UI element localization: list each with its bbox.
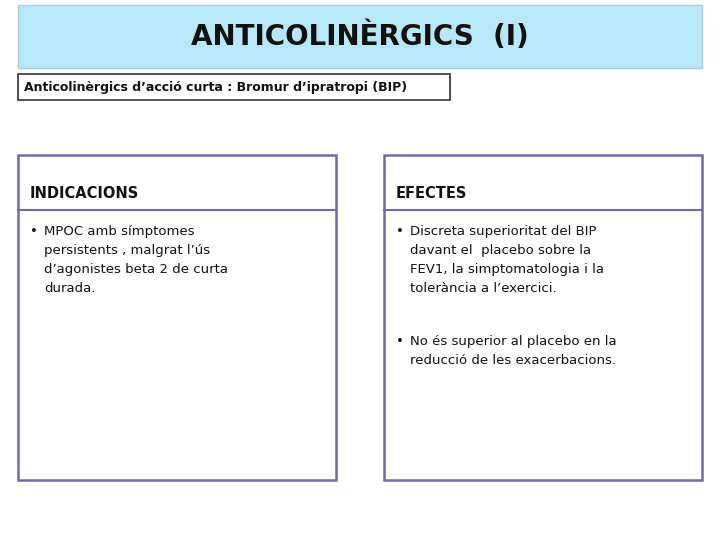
FancyBboxPatch shape <box>18 155 336 480</box>
Text: ANTICOLINÈRGICS  (I): ANTICOLINÈRGICS (I) <box>191 21 529 51</box>
Text: •: • <box>396 225 404 238</box>
Text: •: • <box>30 225 38 238</box>
Text: Discreta superioritat del BIP
davant el  placebo sobre la
FEV1, la simptomatolog: Discreta superioritat del BIP davant el … <box>410 225 604 295</box>
Text: Anticolinèrgics d’acció curta : Bromur d’ipratropi (BIP): Anticolinèrgics d’acció curta : Bromur d… <box>24 80 407 93</box>
FancyBboxPatch shape <box>384 155 702 480</box>
FancyBboxPatch shape <box>18 74 450 100</box>
Text: No és superior al placebo en la
reducció de les exacerbacions.: No és superior al placebo en la reducció… <box>410 335 616 367</box>
Text: EFECTES: EFECTES <box>396 186 467 200</box>
Text: INDICACIONS: INDICACIONS <box>30 186 139 200</box>
Text: •: • <box>396 335 404 348</box>
FancyBboxPatch shape <box>18 5 702 68</box>
Text: MPOC amb símptomes
persistents , malgrat l’ús
d’agonistes beta 2 de curta
durada: MPOC amb símptomes persistents , malgrat… <box>44 225 228 295</box>
